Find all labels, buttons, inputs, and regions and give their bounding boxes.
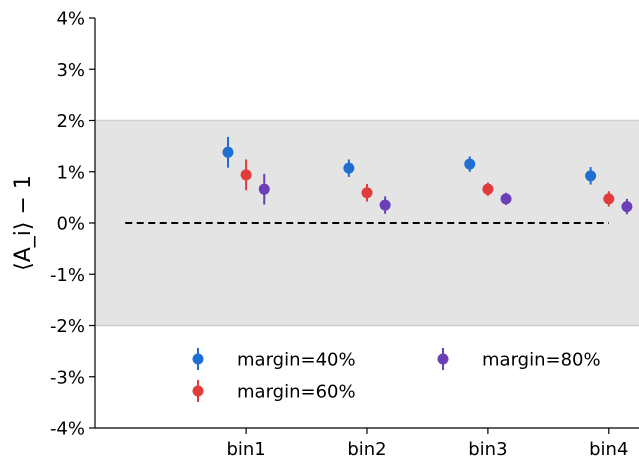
legend-label: margin=40% [237, 350, 356, 371]
y-tick-label: 1% [56, 162, 85, 183]
y-tick-label: -4% [50, 419, 85, 440]
legend-label: margin=80% [482, 350, 601, 371]
y-tick-label: 0% [56, 214, 85, 235]
legend: margin=40% margin=60% margin=80% [192, 348, 601, 403]
y-tick-label: 4% [56, 9, 85, 30]
data-point [361, 187, 373, 199]
data-point [343, 162, 355, 174]
data-point [258, 183, 270, 195]
ticks: -4% -3% -2% -1% 0% 1% 2% 3% 4% bin1 bin2 bin3 bin4 [50, 9, 639, 458]
data-point [482, 183, 494, 195]
axes [94, 18, 639, 429]
y-tick-label: -3% [50, 367, 85, 388]
legend-marker [192, 353, 204, 365]
y-tick-label: -1% [50, 265, 85, 286]
y-tick-label: -2% [50, 316, 85, 337]
data-point [379, 199, 391, 211]
x-tick-label: bin3 [468, 439, 507, 458]
data-point [621, 201, 633, 213]
y-tick-label: 3% [56, 60, 85, 81]
x-tick-label: bin4 [589, 439, 628, 458]
legend-marker [437, 353, 449, 365]
data-point [240, 169, 252, 181]
data-point [500, 193, 512, 205]
series-points [222, 136, 633, 215]
data-point [603, 193, 615, 205]
x-tick-label: bin2 [347, 439, 386, 458]
data-point [464, 158, 476, 170]
y-tick-label: 2% [56, 111, 85, 132]
y-axis-label: ⟨A_i⟩ − 1 [11, 175, 36, 271]
x-tick-label: bin1 [226, 439, 265, 458]
legend-marker [192, 385, 204, 397]
data-point [222, 146, 234, 158]
legend-label: margin=60% [237, 382, 356, 403]
data-point [585, 170, 597, 182]
